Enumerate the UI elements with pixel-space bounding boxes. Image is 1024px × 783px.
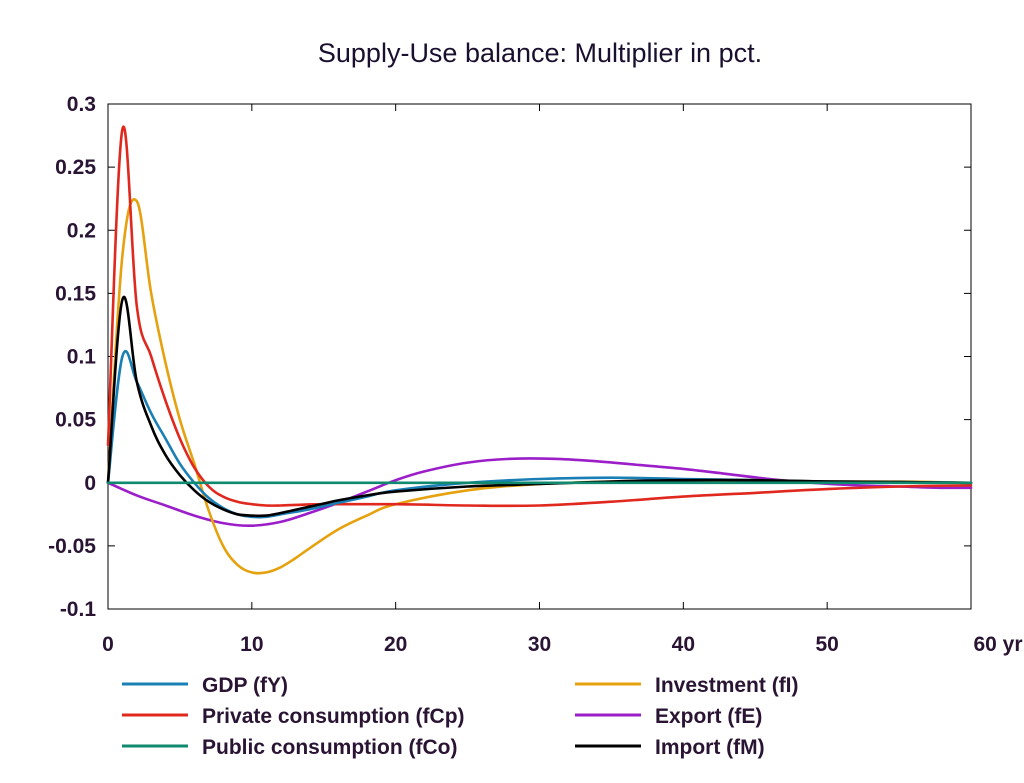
y-tick-label: 0.25 xyxy=(55,156,96,179)
y-tick-label: -0.05 xyxy=(48,535,96,558)
legend-label-private-consumption-fcp: Private consumption (fCp) xyxy=(202,705,465,728)
x-tick-label: 30 xyxy=(528,633,551,656)
x-axis-ticks: 0 10 20 30 40 50 60 yr xyxy=(102,104,1023,656)
legend: GDP (fY) Private consumption (fCp) Public … xyxy=(122,674,799,759)
chart-title: Supply-Use balance: Multiplier in pct. xyxy=(318,38,762,68)
legend-label-investment-fi: Investment (fI) xyxy=(655,674,799,697)
series-line-gdp-fy xyxy=(106,350,973,519)
y-tick-label: 0.3 xyxy=(67,93,96,116)
x-tick-label: 40 xyxy=(672,633,695,656)
legend-label-export-fe: Export (fE) xyxy=(655,705,762,728)
x-tick-label: 50 xyxy=(815,633,838,656)
legend-label-public-consumption-fco: Public consumption (fCo) xyxy=(202,736,457,759)
y-tick-label: -0.1 xyxy=(60,598,97,621)
plot-frame xyxy=(107,103,972,610)
y-tick-label: 0 xyxy=(84,472,96,495)
x-tick-label: 20 xyxy=(384,633,407,656)
y-tick-label: 0.2 xyxy=(67,219,96,242)
series-lines xyxy=(106,125,973,575)
x-tick-label: 10 xyxy=(240,633,263,656)
y-tick-label: 0.05 xyxy=(55,409,96,432)
y-tick-label: 0.1 xyxy=(67,346,97,369)
x-tick-label: 0 xyxy=(102,633,114,656)
y-tick-label: 0.15 xyxy=(55,282,96,305)
legend-label-import-fm: Import (fM) xyxy=(655,736,765,759)
series-line-private-consumption-fcp xyxy=(106,125,973,508)
plot-area-border xyxy=(107,103,972,610)
y-axis-ticks: -0.1 -0.05 0 0.05 0.1 0.15 0.2 0.25 0.3 xyxy=(48,93,971,621)
series-line-investment-fi xyxy=(106,198,973,575)
x-tick-label: 60 yr xyxy=(973,633,1022,656)
legend-label-gdp-fy: GDP (fY) xyxy=(202,674,288,697)
series-line-import-fm xyxy=(106,295,973,518)
